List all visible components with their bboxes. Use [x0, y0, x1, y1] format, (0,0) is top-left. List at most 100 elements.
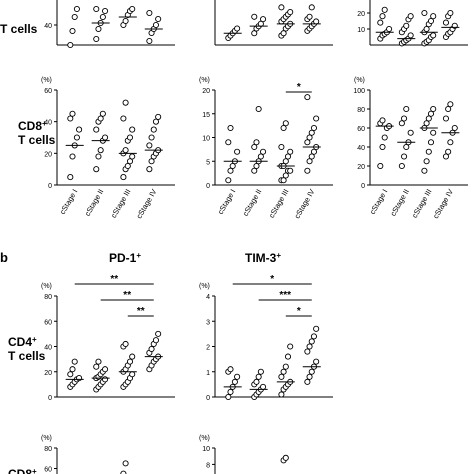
- column-title: TIM-3+: [245, 251, 281, 266]
- data-point: [430, 105, 437, 113]
- data-point: [67, 371, 74, 378]
- data-point: [122, 460, 129, 467]
- data-point: [146, 166, 153, 173]
- data-point: [95, 358, 102, 365]
- data-point: [260, 16, 267, 23]
- data-point: [93, 126, 100, 133]
- data-point: [278, 4, 285, 11]
- x-tick-label: cStage I: [58, 188, 80, 216]
- unit-label: (%): [199, 77, 210, 84]
- data-point: [102, 7, 109, 15]
- row-label-top: T cells: [0, 22, 38, 36]
- x-tick-label: cStage I: [216, 188, 238, 216]
- x-tick-label: cStage II: [83, 188, 106, 218]
- y-tick-label: 40: [357, 145, 365, 152]
- y-tick-label: 20: [44, 151, 52, 158]
- data-point: [234, 148, 241, 155]
- data-point: [423, 25, 430, 33]
- significance-label: *: [270, 274, 274, 285]
- data-point: [306, 373, 313, 380]
- data-point: [150, 126, 157, 133]
- data-point: [129, 153, 136, 160]
- data-point: [304, 94, 311, 101]
- data-point: [95, 25, 102, 33]
- data-point: [447, 139, 454, 146]
- row-label-cd4: CD4+: [8, 335, 37, 350]
- data-point: [379, 143, 386, 151]
- data-point: [442, 153, 450, 160]
- data-point: [310, 333, 318, 340]
- data-point: [122, 340, 129, 348]
- unit-label: (%): [199, 283, 210, 290]
- y-tick-label: 0: [48, 183, 52, 190]
- data-point: [253, 139, 260, 146]
- data-point: [152, 21, 160, 29]
- panel-a-cd4-1: 40: [44, 0, 175, 49]
- y-tick-label: 100: [353, 88, 365, 95]
- data-point: [260, 383, 267, 390]
- data-point: [421, 167, 428, 174]
- data-point: [278, 373, 285, 380]
- data-point: [282, 454, 289, 461]
- data-point: [155, 15, 162, 23]
- y-tick-label: 4: [206, 294, 210, 301]
- data-point: [381, 6, 388, 13]
- y-tick-label: 0: [361, 183, 365, 190]
- y-tick-label: 80: [44, 446, 52, 453]
- data-point: [67, 115, 74, 122]
- data-point: [257, 368, 264, 375]
- panel-a-cd4-3: 10 20: [357, 0, 468, 47]
- data-point: [278, 391, 285, 398]
- data-point: [152, 337, 160, 344]
- significance-label: *: [297, 82, 301, 93]
- data-point: [310, 148, 318, 155]
- data-point: [445, 105, 452, 113]
- data-point: [93, 363, 100, 370]
- y-tick-label: 0: [206, 395, 210, 402]
- x-tick-label: cStage IV: [292, 188, 316, 221]
- y-tick-label: 10: [202, 446, 210, 453]
- data-point: [447, 9, 454, 17]
- data-point: [122, 99, 129, 106]
- data-point: [126, 134, 134, 141]
- significance-label: *: [297, 306, 301, 317]
- x-tick-label: cStage IV: [134, 188, 158, 221]
- data-point: [126, 358, 134, 365]
- data-point: [229, 162, 236, 170]
- unit-label: (%): [354, 77, 365, 84]
- data-point: [287, 167, 294, 174]
- y-tick-label: 8: [206, 462, 210, 469]
- superscript: +: [32, 335, 37, 344]
- data-point: [308, 153, 315, 160]
- data-point: [407, 13, 414, 20]
- data-point: [442, 115, 450, 122]
- y-tick-label: 60: [44, 319, 52, 326]
- data-point: [253, 162, 260, 170]
- data-point: [225, 393, 232, 401]
- unit-label: (%): [199, 435, 210, 442]
- row-label-cd8-cells: T cells: [18, 133, 56, 147]
- data-point: [425, 148, 432, 155]
- data-point: [251, 167, 258, 174]
- x-tick-label: cStage III: [109, 188, 133, 220]
- data-point: [129, 353, 136, 360]
- data-point: [231, 378, 238, 385]
- significance-label: **: [137, 306, 145, 317]
- data-point: [71, 13, 78, 21]
- data-point: [451, 124, 458, 132]
- data-point: [225, 139, 232, 146]
- data-point: [308, 368, 315, 375]
- data-point: [445, 148, 452, 155]
- data-point: [69, 110, 76, 117]
- data-point: [403, 143, 410, 151]
- data-point: [280, 368, 287, 375]
- data-point: [251, 13, 258, 20]
- data-point: [407, 32, 414, 39]
- data-point: [260, 148, 267, 155]
- y-tick-label: 0: [48, 395, 52, 402]
- data-point: [398, 162, 405, 170]
- y-tick-label: 1: [206, 370, 210, 377]
- data-point: [284, 153, 292, 160]
